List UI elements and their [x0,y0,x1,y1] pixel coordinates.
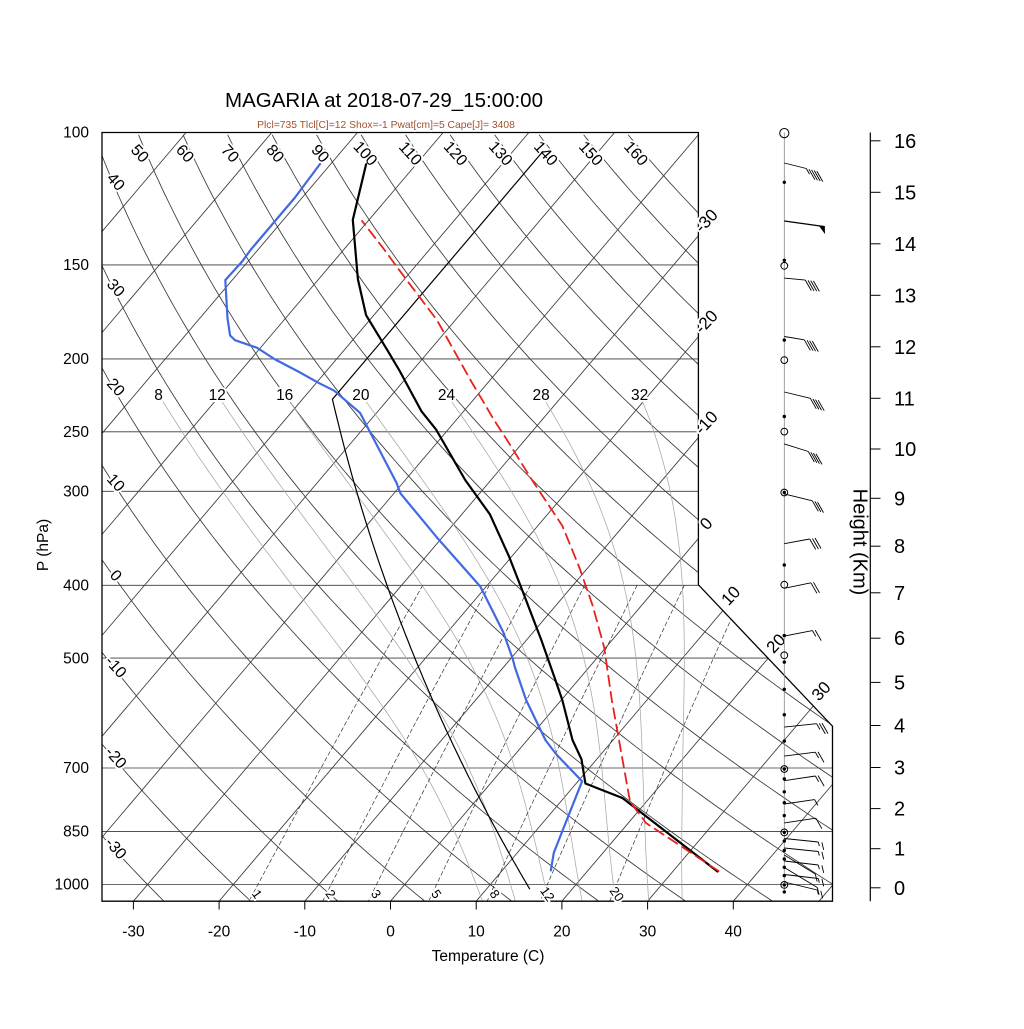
svg-text:MAGARIA at 2018-07-29_15:00:00: MAGARIA at 2018-07-29_15:00:00 [225,89,543,112]
svg-text:5: 5 [894,672,905,694]
svg-text:-10: -10 [294,924,317,941]
svg-text:0: 0 [386,924,395,941]
svg-text:8: 8 [894,536,905,558]
svg-text:300: 300 [63,484,89,501]
svg-text:20: 20 [352,387,370,404]
svg-text:2: 2 [894,799,905,821]
svg-text:Plcl=735 Tlcl[C]=12 Shox=-1 Pw: Plcl=735 Tlcl[C]=12 Shox=-1 Pwat[cm]=5 C… [257,120,515,131]
svg-text:24: 24 [438,387,456,404]
svg-text:100: 100 [63,125,89,142]
svg-text:20: 20 [553,924,571,941]
svg-text:15: 15 [894,182,916,204]
svg-text:Height (Km): Height (Km) [849,489,871,596]
svg-text:9: 9 [894,488,905,510]
svg-text:14: 14 [894,234,916,256]
svg-text:3: 3 [894,758,905,780]
svg-text:40: 40 [725,924,743,941]
svg-text:500: 500 [63,650,89,667]
svg-text:16: 16 [894,131,916,153]
svg-text:4: 4 [894,716,905,738]
svg-text:28: 28 [532,387,549,404]
svg-text:8: 8 [154,387,163,404]
svg-text:12: 12 [209,387,226,404]
svg-text:10: 10 [468,924,486,941]
svg-text:-20: -20 [208,924,231,941]
svg-text:11: 11 [894,388,915,410]
svg-text:10: 10 [894,439,916,461]
svg-text:7: 7 [894,583,905,605]
svg-text:250: 250 [63,424,89,441]
svg-text:150: 150 [63,257,89,274]
svg-text:30: 30 [639,924,657,941]
svg-text:P (hPa): P (hPa) [35,519,52,571]
svg-text:6: 6 [894,628,905,650]
svg-text:1000: 1000 [55,877,90,894]
svg-text:32: 32 [631,387,648,404]
svg-text:-30: -30 [122,924,145,941]
svg-text:700: 700 [63,760,89,777]
svg-text:0: 0 [894,878,905,900]
svg-text:400: 400 [63,578,89,595]
svg-text:13: 13 [894,285,916,307]
svg-text:200: 200 [63,351,89,368]
svg-text:16: 16 [276,387,293,404]
svg-text:1: 1 [894,839,905,861]
svg-text:Temperature (C): Temperature (C) [432,948,545,965]
svg-text:12: 12 [894,337,916,359]
svg-text:850: 850 [63,824,89,841]
